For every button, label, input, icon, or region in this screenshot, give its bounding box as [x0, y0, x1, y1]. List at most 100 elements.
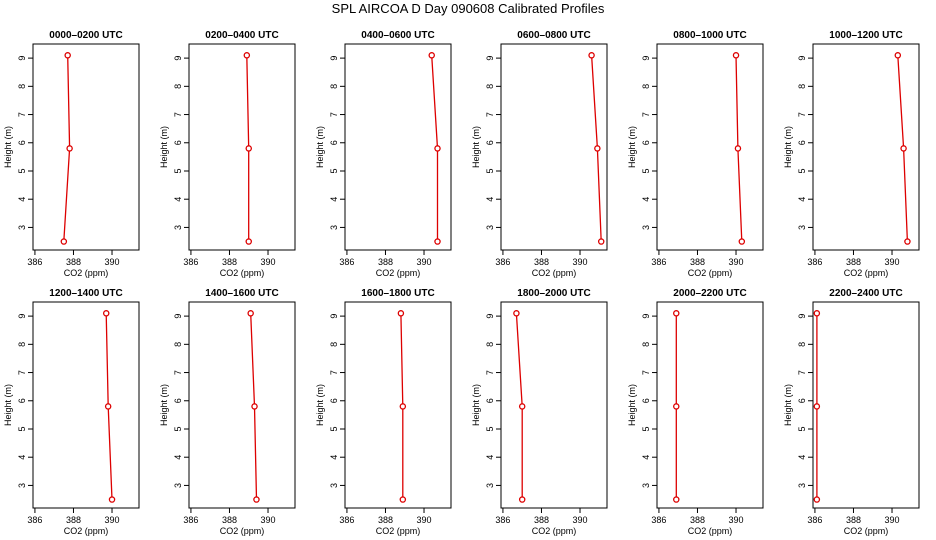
profile-point [900, 145, 907, 152]
y-tick-label: 7 [641, 370, 651, 375]
y-tick-label: 5 [173, 168, 183, 173]
y-tick-label: 7 [173, 112, 183, 117]
x-axis-label: CO2 (ppm) [688, 526, 733, 536]
profile-point [734, 145, 742, 152]
x-tick-label: 388 [222, 257, 237, 267]
x-tick-label: 386 [495, 515, 510, 525]
panel-1: 0000–0200 UTC 386 388 390 3 4 5 6 7 8 9 CO2 (ppm) He… [3, 30, 140, 278]
y-tick-label: 7 [485, 112, 495, 117]
x-tick-label: 388 [690, 515, 705, 525]
x-axis-label: CO2 (ppm) [532, 268, 577, 278]
panel-title: 0200–0400 UTC [205, 30, 278, 41]
y-tick-label: 4 [329, 455, 339, 460]
profile-point [738, 238, 746, 245]
profile-point [513, 310, 520, 317]
y-tick-label: 8 [641, 342, 651, 347]
plot-frame [344, 43, 452, 251]
y-tick-label: 9 [797, 314, 807, 319]
profile-point [397, 310, 405, 317]
x-tick-label: 388 [690, 257, 705, 267]
x-axis-label: CO2 (ppm) [844, 268, 889, 278]
y-tick-label: 8 [17, 342, 27, 347]
y-tick-label: 6 [485, 140, 495, 145]
panel-11: 2000–2200 UTC 386 388 390 3 4 5 6 7 8 9 CO2 (ppm) He… [627, 288, 764, 536]
y-tick-label: 9 [485, 314, 495, 319]
y-tick-label: 5 [329, 426, 339, 431]
y-tick-label: 5 [17, 168, 27, 173]
panel-title: 0400–0600 UTC [361, 30, 434, 41]
profile-point [399, 496, 407, 503]
profile-point [813, 403, 821, 410]
x-tick-label: 390 [105, 257, 120, 267]
y-tick-label: 4 [173, 197, 183, 202]
y-tick-label: 7 [797, 370, 807, 375]
x-tick-label: 386 [651, 515, 666, 525]
x-tick-label: 388 [66, 515, 81, 525]
profile-point [673, 403, 680, 410]
profile-point [813, 310, 821, 317]
panel-3: 0400–0600 UTC 386 388 390 3 4 5 6 7 8 9 CO2 (ppm) He… [315, 30, 452, 278]
x-tick-label: 390 [261, 515, 276, 525]
plot-frame [188, 301, 296, 509]
y-tick-label: 8 [329, 84, 339, 89]
profile-point [247, 310, 254, 317]
profile-point [253, 496, 260, 503]
x-tick-label: 386 [651, 257, 666, 267]
y-axis-label: Height (m) [159, 126, 169, 168]
profile-point [245, 238, 252, 245]
y-tick-label: 7 [17, 112, 27, 117]
x-axis-label: CO2 (ppm) [220, 526, 265, 536]
plot-frame [344, 301, 452, 509]
panel-title: 1600–1800 UTC [361, 288, 434, 299]
panel-9: 1600–1800 UTC 386 388 390 3 4 5 6 7 8 9 CO2 (ppm) He… [315, 288, 452, 536]
x-tick-label: 388 [534, 515, 549, 525]
y-tick-label: 4 [329, 197, 339, 202]
x-tick-label: 386 [807, 257, 822, 267]
y-tick-label: 4 [17, 455, 27, 460]
x-tick-label: 386 [495, 257, 510, 267]
figure-title: SPL AIRCOA D Day 090608 Calibrated Profi… [331, 1, 605, 16]
profile-point [673, 310, 680, 317]
x-tick-label: 390 [573, 257, 588, 267]
y-tick-label: 5 [173, 426, 183, 431]
x-tick-label: 388 [846, 257, 861, 267]
y-tick-label: 8 [797, 342, 807, 347]
y-tick-label: 6 [173, 398, 183, 403]
y-tick-label: 4 [17, 197, 27, 202]
x-axis-label: CO2 (ppm) [220, 268, 265, 278]
panel-title: 1000–1200 UTC [829, 30, 902, 41]
y-tick-label: 8 [485, 84, 495, 89]
panel-2: 0200–0400 UTC 386 388 390 3 4 5 6 7 8 9 CO2 (ppm) He… [159, 30, 296, 278]
panel-8: 1400–1600 UTC 386 388 390 3 4 5 6 7 8 9 CO2 (ppm) He… [159, 288, 296, 536]
y-axis-label: Height (m) [3, 126, 13, 168]
profile-point [732, 52, 740, 59]
x-tick-label: 390 [417, 257, 432, 267]
profile-point [434, 238, 441, 245]
plot-frame [656, 301, 764, 509]
y-tick-label: 6 [797, 398, 807, 403]
profile-point [894, 52, 902, 59]
y-tick-label: 3 [797, 225, 807, 230]
panel-7: 1200–1400 UTC 386 388 390 3 4 5 6 7 8 9 CO2 (ppm) He… [3, 288, 140, 536]
x-tick-label: 388 [534, 257, 549, 267]
y-tick-label: 7 [797, 112, 807, 117]
y-tick-label: 8 [797, 84, 807, 89]
y-tick-label: 7 [173, 370, 183, 375]
profile-point [399, 403, 407, 410]
y-axis-label: Height (m) [159, 384, 169, 426]
y-tick-label: 3 [485, 225, 495, 230]
y-tick-label: 9 [641, 314, 651, 319]
y-tick-label: 4 [797, 455, 807, 460]
x-tick-label: 386 [339, 257, 354, 267]
profile-point [594, 145, 601, 152]
x-tick-label: 386 [183, 257, 198, 267]
panel-4: 0600–0800 UTC 386 388 390 3 4 5 6 7 8 9 CO2 (ppm) He… [471, 30, 608, 278]
panel-title: 0800–1000 UTC [673, 30, 746, 41]
y-tick-label: 9 [329, 56, 339, 61]
x-tick-label: 386 [27, 257, 42, 267]
panel-title: 1400–1600 UTC [205, 288, 278, 299]
x-tick-label: 386 [183, 515, 198, 525]
profile-point [904, 238, 911, 245]
y-tick-label: 9 [329, 314, 339, 319]
